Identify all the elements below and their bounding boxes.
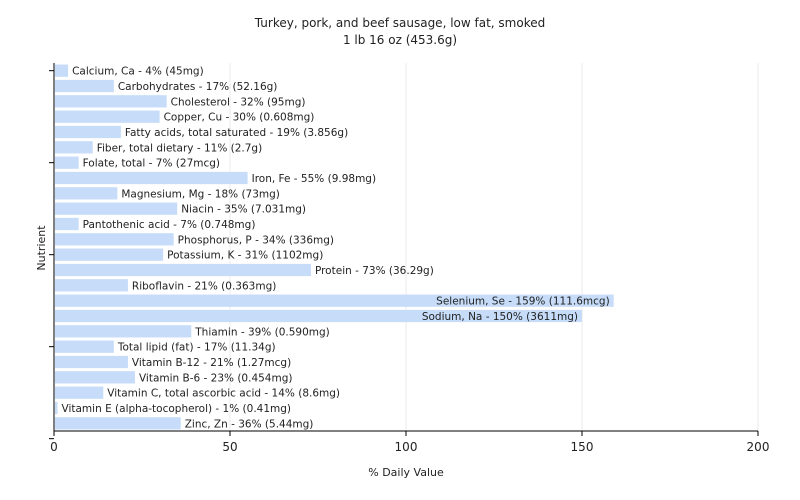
bar (55, 294, 614, 307)
bar-label: Sodium, Na - 150% (3611mg) (422, 311, 578, 323)
bar (55, 64, 69, 77)
axes: 0 50 100 150 200 (49, 63, 769, 454)
bar-label: Riboflavin - 21% (0.363mg) (132, 280, 276, 292)
bar (55, 233, 174, 246)
bar-label: Pantothenic acid - 7% (0.748mg) (83, 219, 256, 231)
bar-label: Zinc, Zn - 36% (5.44mg) (185, 418, 314, 430)
chart-subtitle: 1 lb 16 oz (453.6g) (343, 33, 457, 47)
bar-label: Cholesterol - 32% (95mg) (171, 96, 306, 108)
bar (55, 202, 178, 215)
bar-label: Folate, total - 7% (27mcg) (83, 158, 220, 170)
bar (55, 371, 135, 384)
grid-lines (229, 63, 759, 431)
bar (55, 401, 58, 415)
bar-label: Fiber, total dietary - 11% (2.7g) (97, 142, 262, 154)
bar-label: Total lipid (fat) - 17% (11.34g) (117, 342, 276, 354)
bar (55, 79, 114, 93)
bar (55, 263, 311, 277)
bar (55, 325, 192, 338)
bar-label: Vitamin B-6 - 23% (0.454mg) (139, 372, 293, 384)
bar-label: Vitamin B-12 - 21% (1.27mcg) (132, 357, 291, 369)
x-tick-label: 50 (222, 440, 237, 454)
x-axis-label: % Daily Value (368, 466, 444, 479)
bar (55, 340, 114, 353)
bar-label: Niacin - 35% (7.031mg) (181, 204, 306, 216)
bar-label: Vitamin C, total ascorbic acid - 14% (8.… (107, 388, 340, 400)
bar-label: Fatty acids, total saturated - 19% (3.85… (125, 127, 348, 139)
chart-title: Turkey, pork, and beef sausage, low fat,… (254, 16, 545, 30)
bar-label: Selenium, Se - 159% (111.6mcg) (436, 296, 610, 308)
bar (55, 125, 121, 139)
bar (55, 279, 128, 292)
bar-label: Carbohydrates - 17% (52.16g) (118, 81, 278, 93)
bar (55, 171, 248, 185)
bar (55, 355, 128, 369)
bar (55, 141, 93, 154)
bar (55, 386, 104, 399)
bar-label: Phosphorus, P - 34% (336mg) (178, 234, 334, 246)
bar (55, 187, 118, 200)
bar-label: Vitamin E (alpha-tocopherol) - 1% (0.41m… (62, 403, 291, 415)
bar (55, 248, 164, 261)
x-tick-label: 100 (395, 440, 418, 454)
bar-label: Copper, Cu - 30% (0.608mg) (164, 112, 315, 124)
bar-label: Potassium, K - 31% (1102mg) (167, 250, 323, 262)
bar (55, 156, 79, 169)
x-tick-label: 150 (571, 440, 594, 454)
bar-label: Protein - 73% (36.29g) (315, 265, 434, 277)
bar-label: Magnesium, Mg - 18% (73mg) (121, 188, 280, 200)
y-axis-label: Nutrient (35, 225, 48, 271)
bar (55, 217, 79, 231)
bar (55, 95, 167, 108)
bar (55, 417, 181, 430)
x-tick-label: 200 (747, 440, 770, 454)
bar (55, 309, 582, 323)
bar-label: Thiamin - 39% (0.590mg) (194, 326, 330, 338)
x-tick-label: 0 (50, 440, 58, 454)
bar-label: Calcium, Ca - 4% (45mg) (72, 66, 204, 78)
bar-label: Iron, Fe - 55% (9.98mg) (252, 173, 376, 185)
bar (55, 110, 160, 123)
bars: Calcium, Ca - 4% (45mg) Carbohydrates - 1… (55, 64, 614, 430)
